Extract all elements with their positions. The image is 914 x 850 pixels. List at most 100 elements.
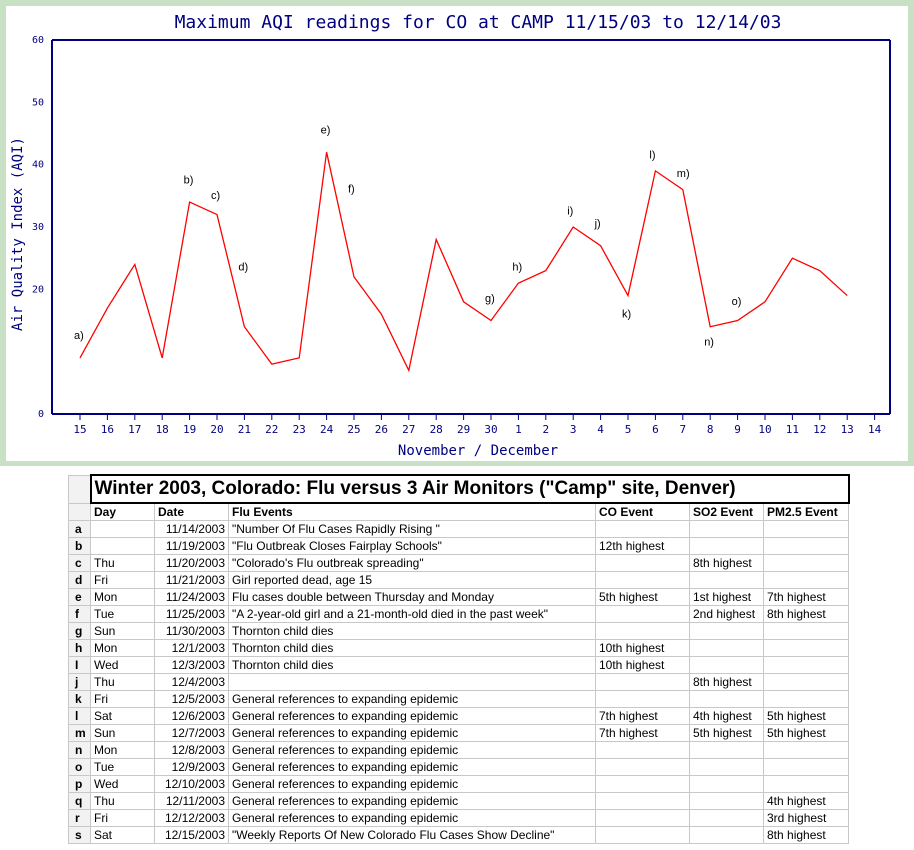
y-axis-label: Air Quality Index (AQI) (10, 137, 26, 331)
so2-cell (689, 775, 764, 793)
pm25-cell (763, 741, 849, 759)
date-cell: 12/11/2003 (154, 792, 229, 810)
x-tick-label: 13 (841, 423, 854, 436)
event-cell: General references to expanding epidemic (228, 809, 596, 827)
table-row: d Fri 11/21/2003 Girl reported dead, age 15 (68, 571, 849, 589)
chart-area: Maximum AQI readings for CO at CAMP 11/1… (6, 6, 908, 461)
pm25-cell (763, 571, 849, 589)
pm25-cell: 5th highest (763, 707, 849, 725)
co-cell (595, 554, 690, 572)
x-tick-label: 11 (786, 423, 799, 436)
pm25-cell (763, 673, 849, 691)
co-cell (595, 741, 690, 759)
so2-cell (689, 622, 764, 640)
x-tick-label: 24 (320, 423, 334, 436)
table-row: c Thu 11/20/2003 "Colorado's Flu outbreak s… (68, 554, 849, 572)
day-cell: Tue (90, 605, 155, 623)
x-tick-label: 28 (430, 423, 443, 436)
x-tick-label: 20 (210, 423, 223, 436)
so2-cell: 8th highest (689, 554, 764, 572)
x-tick-label: 19 (183, 423, 196, 436)
header-pm25-event: PM2.5 Event (763, 502, 849, 521)
so2-cell (689, 656, 764, 674)
event-cell: General references to expanding epidemic (228, 792, 596, 810)
so2-cell: 8th highest (689, 673, 764, 691)
event-cell: General references to expanding epidemic (228, 775, 596, 793)
date-cell: 12/12/2003 (154, 809, 229, 827)
date-cell: 11/21/2003 (154, 571, 229, 589)
table-row: h Mon 12/1/2003 Thornton child dies 10th hig… (68, 639, 849, 657)
pm25-cell: 7th highest (763, 588, 849, 606)
x-tick-label: 9 (734, 423, 741, 436)
event-cell: Thornton child dies (228, 656, 596, 674)
day-cell: Mon (90, 639, 155, 657)
co-cell: 10th highest (595, 639, 690, 657)
co-cell (595, 605, 690, 623)
x-tick-label: 21 (238, 423, 251, 436)
point-annotation: g) (485, 293, 495, 305)
axes (51, 39, 891, 420)
day-cell: Sat (90, 707, 155, 725)
so2-cell (689, 741, 764, 759)
date-cell: 12/4/2003 (154, 673, 229, 691)
x-tick-label: 4 (597, 423, 604, 436)
point-annotation: k) (622, 308, 631, 320)
x-tick-label: 29 (457, 423, 470, 436)
day-cell: Mon (90, 588, 155, 606)
co-cell: 10th highest (595, 656, 690, 674)
x-tick-label: 3 (570, 423, 577, 436)
row-letter: j (68, 673, 91, 691)
x-tick-label: 2 (542, 423, 549, 436)
x-tick-labels: 15 16 17 18 19 20 21 22 23 24 25 26 27 28 29 30 1 2 3 4 5 6 7 8… (73, 423, 881, 436)
co-cell: 7th highest (595, 707, 690, 725)
table-row: q Thu 12/11/2003 General references to expa… (68, 792, 849, 810)
pm25-cell: 4th highest (763, 792, 849, 810)
date-cell: 12/5/2003 (154, 690, 229, 708)
x-tick-label: 16 (101, 423, 114, 436)
point-annotation: m) (677, 168, 690, 180)
x-tick-label: 23 (293, 423, 306, 436)
pm25-cell (763, 775, 849, 793)
flu-events-table: Winter 2003, Colorado: Flu versus 3 Air … (68, 474, 850, 846)
date-cell: 12/1/2003 (154, 639, 229, 657)
point-annotation: c) (211, 190, 220, 202)
line-chart: Maximum AQI readings for CO at CAMP 11/1… (10, 12, 891, 459)
point-annotation: h) (512, 262, 522, 274)
table-row: p Wed 12/10/2003 General references to expa… (68, 775, 849, 793)
day-cell: Wed (90, 775, 155, 793)
pm25-cell: 8th highest (763, 605, 849, 623)
row-letter: r (68, 809, 91, 827)
row-letter: e (68, 588, 91, 606)
x-tick-label: 10 (758, 423, 771, 436)
co-cell (595, 622, 690, 640)
date-cell: 12/10/2003 (154, 775, 229, 793)
row-letter: d (68, 571, 91, 589)
date-cell: 12/6/2003 (154, 707, 229, 725)
point-annotation: b) (184, 174, 194, 186)
co-cell (595, 673, 690, 691)
co-cell: 5th highest (595, 588, 690, 606)
y-tick-label: 50 (32, 97, 44, 108)
event-cell: "Weekly Reports Of New Colorado Flu Case… (228, 826, 596, 844)
row-letter: h (68, 639, 91, 657)
pm25-cell (763, 537, 849, 555)
table-row: e Mon 11/24/2003 Flu cases double between T… (68, 588, 849, 606)
x-tick-label: 6 (652, 423, 659, 436)
header-date: Date (154, 502, 229, 521)
series-layer (79, 152, 848, 373)
day-cell: Sun (90, 724, 155, 742)
table-row: g Sun 11/30/2003 Thornton child dies (68, 622, 849, 640)
chart-panel: Maximum AQI readings for CO at CAMP 11/1… (0, 0, 914, 466)
y-tick-label: 20 (32, 284, 44, 295)
row-letter: g (68, 622, 91, 640)
date-cell: 12/3/2003 (154, 656, 229, 674)
y-tick-label: 40 (32, 160, 44, 171)
so2-cell (689, 826, 764, 844)
co-cell (595, 520, 690, 538)
table-row: k Fri 12/5/2003 General references to expan… (68, 690, 849, 708)
aqi-series-line (79, 152, 848, 373)
point-annotation: f) (348, 184, 355, 196)
table-title: Winter 2003, Colorado: Flu versus 3 Air … (89, 474, 850, 504)
event-cell: General references to expanding epidemic (228, 741, 596, 759)
event-cell: General references to expanding epidemic (228, 758, 596, 776)
